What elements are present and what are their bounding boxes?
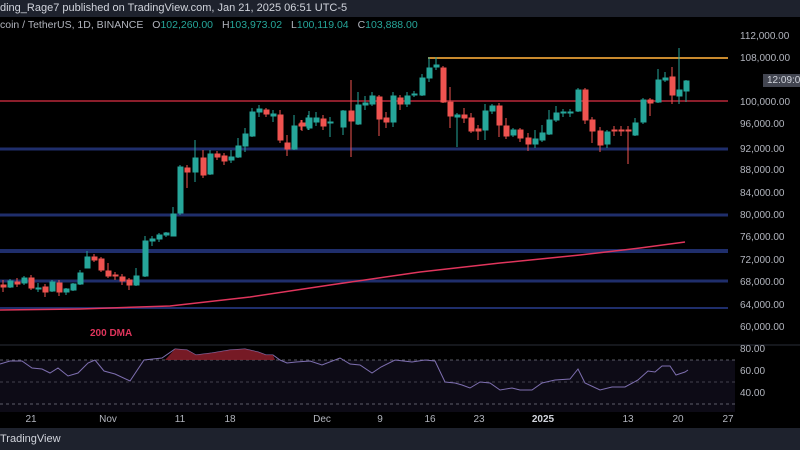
price-tick: 76,000.00 [740, 232, 785, 243]
price-tick: 96,000.00 [740, 119, 785, 130]
rsi-tick: 80.00 [740, 344, 766, 355]
time-tick: 23 [473, 414, 485, 425]
price-tick: 112,000.00 [740, 31, 790, 42]
price-tick: 100,000.00 [740, 97, 791, 108]
time-tick: Dec [313, 414, 331, 425]
time-tick: 16 [424, 414, 436, 425]
publish-info: ding_Rage7 published on TradingView.com,… [0, 2, 348, 14]
time-tick: Nov [99, 414, 117, 425]
footer-bar: TradingView [0, 428, 800, 450]
low-value: 100,119.04 [296, 19, 349, 31]
time-tick: 11 [174, 414, 186, 425]
rsi-band [0, 360, 735, 412]
tradingview-logo[interactable]: TradingView [0, 433, 61, 445]
time-tick: 9 [377, 414, 383, 425]
time-tick: 27 [722, 414, 734, 425]
rsi-overbought-fill [165, 349, 275, 360]
time-tick-year: 2025 [531, 414, 555, 425]
price-tick: 72,000.00 [740, 255, 785, 266]
symbol-name: coin / TetherUS, 1D, BINANCE [0, 19, 144, 31]
price-tick: 68,000.00 [740, 277, 785, 288]
price-tick: 88,000.00 [740, 165, 785, 176]
close-value: 103,888.00 [365, 19, 418, 31]
dma-200-label: 200 DMA [90, 328, 133, 339]
dma-200-line [0, 241, 686, 311]
price-tick: 60,000.00 [740, 322, 785, 333]
price-tick: 84,000.00 [740, 188, 785, 199]
price-tick: 92,000.00 [740, 144, 785, 155]
publish-info-bar: ding_Rage7 published on TradingView.com,… [0, 0, 800, 17]
open-value: 102,260.00 [160, 19, 214, 31]
rsi-tick: 40.00 [740, 388, 766, 399]
time-tick: 13 [622, 414, 634, 425]
candles [0, 48, 690, 297]
symbol-ohlc-legend: coin / TetherUS, 1D, BINANCE O102,260.00… [0, 19, 418, 31]
time-tick: 18 [224, 414, 236, 425]
high-value: 103,973.02 [229, 19, 283, 31]
bar-countdown: 12:09:00 [763, 74, 800, 87]
rsi-line [0, 348, 689, 391]
rsi-tick: 60.00 [740, 366, 766, 377]
time-tick: 21 [25, 414, 37, 425]
price-tick: 64,000.00 [740, 300, 785, 311]
price-tick: 108,000.00 [740, 53, 791, 64]
price-tick: 80,000.00 [740, 210, 785, 221]
time-tick: 20 [672, 414, 684, 425]
